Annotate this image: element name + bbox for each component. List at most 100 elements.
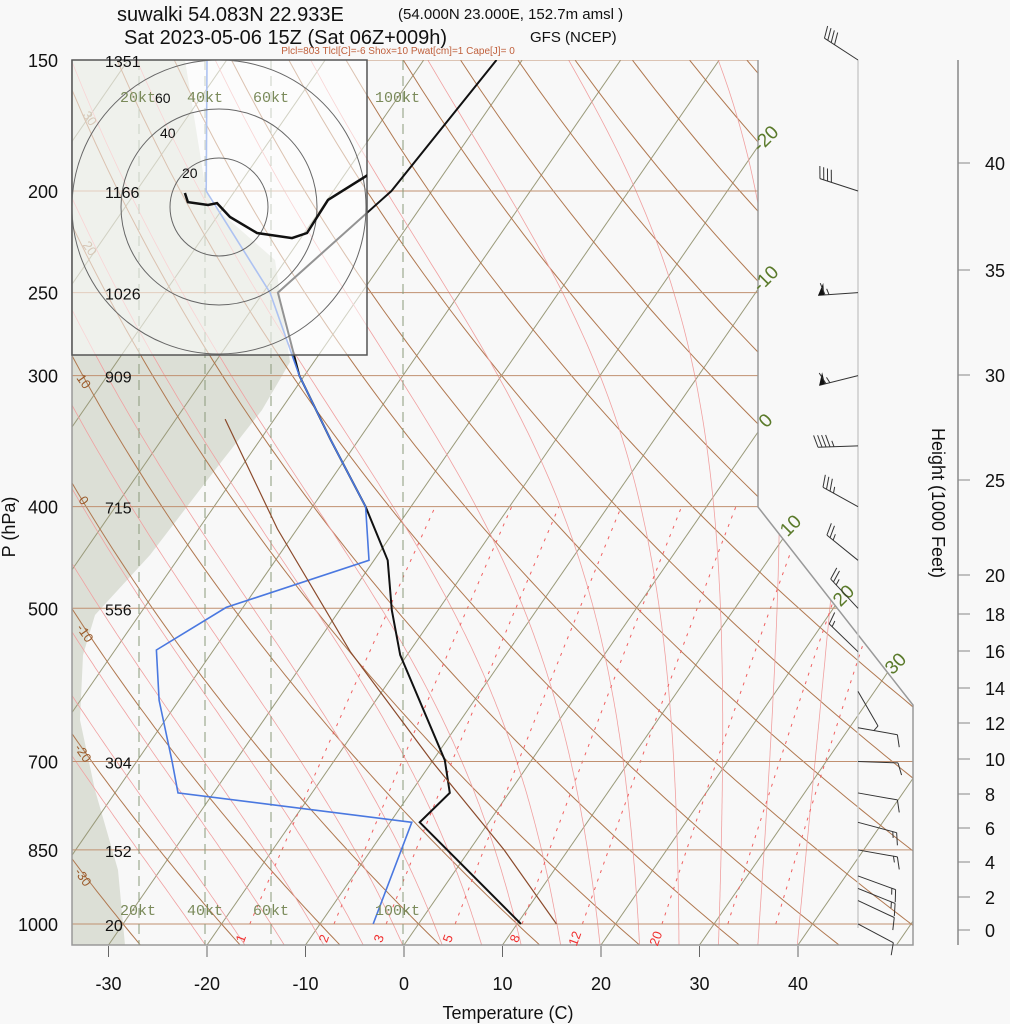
- hodograph-trace: [183, 174, 367, 240]
- pressure-tick-label: 200: [28, 182, 58, 202]
- wind-barb: [857, 900, 895, 931]
- wind-reference-label: 20kt: [120, 903, 156, 920]
- geopotential-height-label: 152: [105, 844, 132, 861]
- height-tick-label: 14: [985, 679, 1005, 699]
- barb-shaft: [824, 37, 859, 61]
- moist-adiabat-line: [72, 60, 207, 945]
- height-tick-label: 10: [985, 750, 1005, 770]
- height-tick-label: 0: [985, 921, 995, 941]
- geopotential-height-label: 1166: [105, 185, 140, 202]
- barb-shaft: [857, 875, 896, 891]
- dry-adiabat-label: 30: [80, 108, 101, 128]
- chart-subtitle: Sat 2023-05-06 15Z (Sat 06Z+009h): [124, 27, 447, 49]
- geopotential-height-label: 1351: [105, 54, 141, 71]
- geopotential-height-label: 304: [105, 756, 132, 773]
- x-tick-label: 20: [591, 974, 611, 994]
- hodograph-ring: [72, 60, 367, 355]
- indices-label: Plcl=803 Tlcl[C]=-6 Shox=10 Pwat[cm]=1 C…: [281, 46, 515, 57]
- barb-half-flag: [835, 579, 840, 586]
- dry-adiabat-label: 20: [80, 238, 101, 258]
- mixing-ratio-label: 8: [506, 932, 523, 944]
- barb-flag: [830, 30, 835, 43]
- moist-adiabat-line: [72, 60, 286, 945]
- hodograph-ring-label: 20: [182, 165, 198, 181]
- geopotential-height-label: 556: [105, 602, 132, 619]
- barb-half-flag: [892, 856, 895, 863]
- wind-barb: [826, 523, 859, 561]
- barb-half-flag: [833, 486, 836, 494]
- isotherm-line: [72, 60, 749, 945]
- barb-shaft: [857, 792, 898, 801]
- barb-flag: [893, 903, 896, 917]
- wind-reference-label: 60kt: [253, 903, 289, 920]
- x-tick-label: 10: [492, 974, 512, 994]
- hodograph-ring-label: 60: [155, 90, 171, 106]
- pressure-tick-label: 1000: [18, 915, 58, 935]
- barb-flag: [830, 567, 838, 580]
- height-tick-label: 4: [985, 853, 995, 873]
- barb-shaft: [819, 178, 859, 192]
- wind-barb: [823, 25, 859, 61]
- isotherm-line: [72, 60, 651, 945]
- wind-barb: [857, 691, 879, 732]
- x-axis-label: Temperature (C): [442, 1003, 573, 1023]
- barb-shaft: [857, 900, 895, 918]
- barb-half-flag: [832, 534, 836, 541]
- barb-half-flag: [831, 620, 836, 627]
- dry-adiabat-line: [72, 60, 442, 945]
- barb-pennant: [819, 372, 826, 386]
- barb-shaft: [819, 375, 859, 386]
- barb-shaft: [828, 623, 859, 653]
- wind-barb: [857, 923, 894, 956]
- height-tick-label: 6: [985, 819, 995, 839]
- wind-barb: [818, 283, 859, 296]
- barb-shaft: [857, 691, 879, 727]
- barb-shaft: [857, 849, 898, 858]
- wind-barb: [813, 434, 859, 448]
- barb-flag: [817, 435, 823, 448]
- mixing-ratio-label: 2: [315, 932, 332, 944]
- dry-adiabat-label: 10: [74, 371, 95, 391]
- barb-pennant: [818, 283, 825, 296]
- wind-barb: [857, 727, 900, 748]
- chart-title-note: (54.000N 23.000E, 152.7m amsl ): [398, 6, 623, 23]
- hodograph: 20 40 60: [71, 59, 368, 356]
- mixing-ratio-label: 20: [646, 929, 665, 948]
- barb-flag: [821, 434, 827, 448]
- isotherm-line: [72, 60, 454, 945]
- moist-adiabat-line: [72, 60, 404, 945]
- x-tick-label: 0: [399, 974, 409, 994]
- y2-axis-label: Height (1000 Feet): [928, 428, 948, 578]
- wind-barb: [857, 849, 900, 870]
- barb-shaft: [857, 923, 894, 944]
- x-tick-label: -10: [292, 974, 318, 994]
- height-tick-label: 25: [985, 471, 1005, 491]
- height-tick-label: 2: [985, 888, 995, 908]
- wind-barb: [857, 887, 896, 917]
- barb-flag: [829, 525, 835, 538]
- pressure-tick-label: 700: [28, 753, 58, 773]
- wind-reference-label: 60kt: [253, 90, 289, 107]
- barb-shaft: [857, 761, 898, 764]
- dry-adiabat-line: [353, 60, 913, 945]
- barb-flag: [897, 762, 903, 776]
- moist-adiabat-line: [72, 60, 365, 945]
- barb-shaft: [830, 578, 859, 609]
- barb-flag: [896, 832, 898, 846]
- wind-reference-label: 40kt: [187, 903, 223, 920]
- mixing-ratio-label: 3: [370, 932, 387, 944]
- x-tick-label: 30: [689, 974, 709, 994]
- height-tick-label: 30: [985, 366, 1005, 386]
- dry-adiabat-line: [302, 60, 913, 945]
- pressure-tick-label: 300: [28, 367, 58, 387]
- y-axis-label: P (hPa): [0, 497, 19, 558]
- height-tick-label: 35: [985, 261, 1005, 281]
- x-tick-label: -20: [194, 974, 220, 994]
- wind-barb: [830, 567, 859, 609]
- moist-adiabat-line: [72, 60, 246, 945]
- barb-flag: [825, 434, 831, 448]
- geopotential-height-label: 1026: [105, 287, 141, 304]
- barb-flag: [823, 25, 829, 39]
- barb-shaft: [857, 821, 897, 834]
- dry-adiabat-line: [0, 0, 42, 946]
